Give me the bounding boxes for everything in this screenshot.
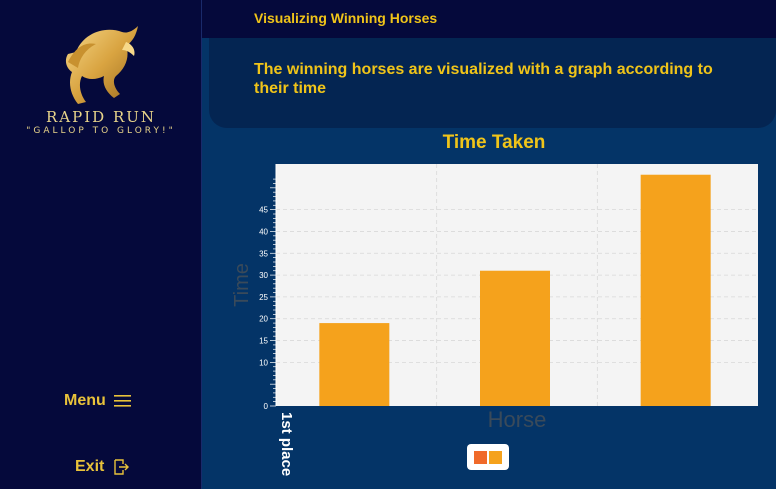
y-tick-label: 0 <box>264 402 269 411</box>
sidebar: RAPID RUN "GALLOP TO GLORY!" Menu Exit <box>0 0 202 489</box>
bar[interactable] <box>319 323 390 406</box>
bar[interactable] <box>480 270 550 406</box>
description-banner: The winning horses are visualized with a… <box>209 38 776 128</box>
main-content: Visualizing Winning Horses The winning h… <box>202 0 776 489</box>
y-tick-label: 40 <box>259 227 268 236</box>
brand-name: RAPID RUN <box>46 108 156 126</box>
header-bar: Visualizing Winning Horses <box>202 0 776 38</box>
x-tick-label: 1st place <box>278 412 295 476</box>
legend-swatch-1 <box>474 450 487 464</box>
description-text: The winning horses are visualized with a… <box>254 61 713 97</box>
chart-title: Time Taken <box>442 132 546 153</box>
menu-button[interactable]: Menu <box>64 392 132 410</box>
y-tick-label: 25 <box>259 293 268 302</box>
logout-icon <box>114 459 130 475</box>
y-axis: 0 10 15 20 25 30 35 40 45 <box>259 164 277 411</box>
y-tick-label: 10 <box>259 358 268 367</box>
horse-logo-icon <box>65 26 138 104</box>
hamburger-icon <box>113 395 131 407</box>
bar-chart: 0 10 15 20 25 30 35 40 45 Time Horse 1st place <box>231 164 758 476</box>
exit-label: Exit <box>75 458 105 475</box>
y-axis-label: Time <box>231 263 253 307</box>
y-tick-label: 45 <box>259 206 268 215</box>
brand-tagline: "GALLOP TO GLORY!" <box>26 126 176 136</box>
bar[interactable] <box>640 174 711 406</box>
exit-button[interactable]: Exit <box>75 458 130 476</box>
page-title: Visualizing Winning Horses <box>254 10 438 26</box>
x-axis-label: Horse <box>488 407 547 432</box>
y-tick-label: 20 <box>259 315 268 324</box>
bars <box>319 174 711 406</box>
y-tick-label: 35 <box>259 249 268 258</box>
x-tick-labels: 1st place <box>278 412 295 476</box>
menu-label: Menu <box>64 392 106 409</box>
chart-legend[interactable] <box>467 444 509 470</box>
legend-swatch-2 <box>489 450 502 464</box>
y-tick-label: 30 <box>259 271 268 280</box>
y-tick-label: 15 <box>259 337 268 346</box>
